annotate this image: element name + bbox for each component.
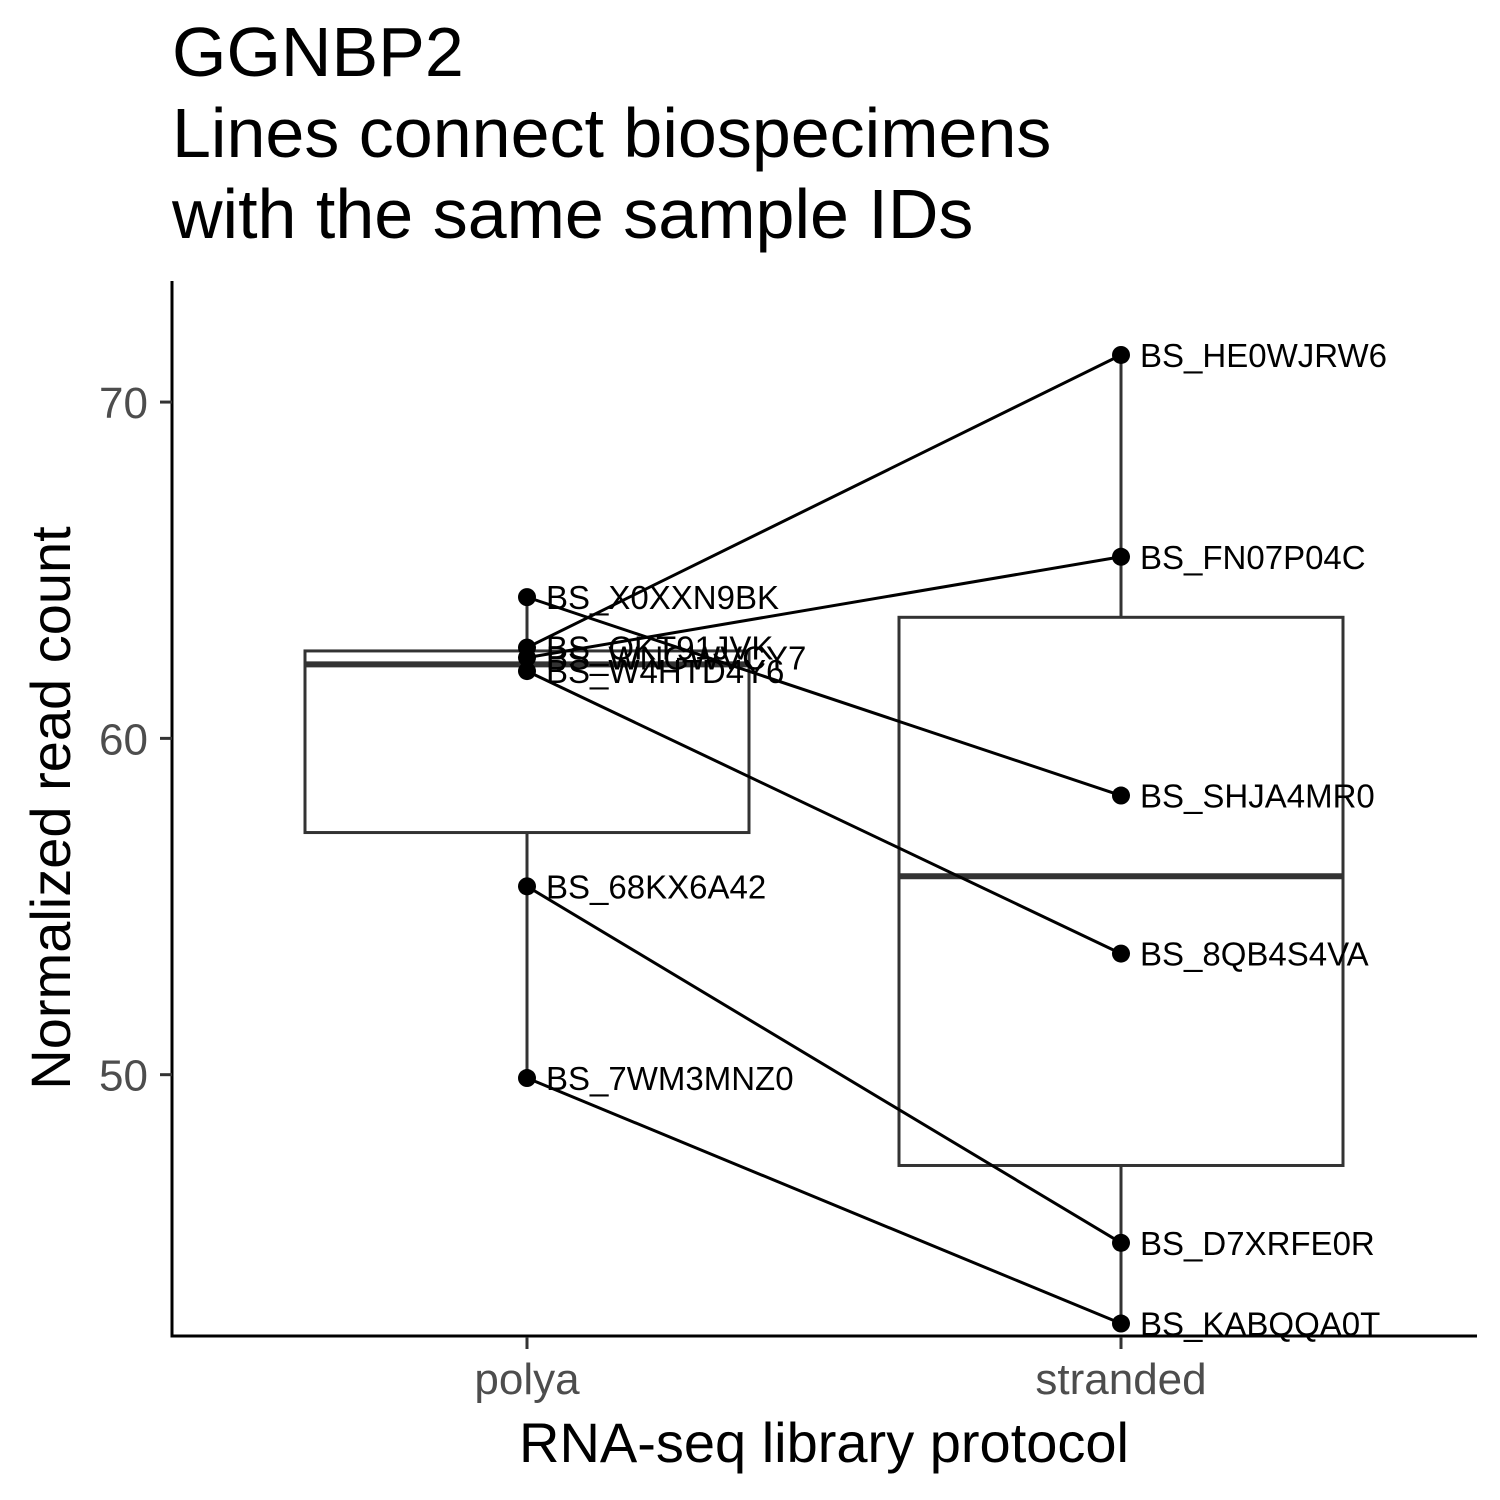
data-point (1112, 1233, 1130, 1252)
x-tick-label: polya (474, 1355, 580, 1404)
sample-link-line (526, 595, 1122, 797)
data-point (1112, 547, 1130, 566)
point-label: BS_68KX6A42 (546, 868, 766, 905)
point-label: BS_WNGWVCY7 (546, 640, 806, 677)
data-point (518, 648, 536, 667)
point-label: BS_FN07P04C (1140, 539, 1366, 576)
y-tick-label: 60 (99, 715, 148, 764)
point-label: BS_X0XXN9BK (546, 579, 779, 616)
point-label: BS_SHJA4MR0 (1140, 778, 1375, 815)
data-point (518, 877, 536, 896)
data-point (1112, 944, 1130, 963)
box (897, 615, 1345, 1167)
y-tick-label: 50 (99, 1052, 148, 1101)
sample-link-line (526, 555, 1122, 660)
data-point (518, 662, 536, 681)
chart-title-line-2: Lines connect biospecimens (172, 94, 1051, 172)
point-label: BS_8QB4S4VA (1140, 936, 1369, 973)
sample-link-line (526, 669, 1122, 955)
point-label: BS_W4HTD4Y6 (546, 653, 784, 690)
plot-area: BS_X0XXN9BK BS_QKT91JVKBS_WNGWVCY7BS_W4HT… (303, 337, 1387, 1343)
x-tick-label: stranded (1035, 1355, 1206, 1404)
sample-link-line (526, 1076, 1122, 1325)
data-point (518, 588, 536, 607)
point-label: BS_7WM3MNZ0 (546, 1060, 794, 1097)
y-axis-title: Normalized read count (19, 526, 82, 1090)
chart-title-line-3: with the same sample IDs (171, 175, 973, 253)
y-tick-label: 70 (99, 379, 148, 428)
data-point (1112, 1314, 1130, 1333)
data-point (1112, 786, 1130, 805)
x-axis-title: RNA-seq library protocol (519, 1411, 1129, 1474)
boxplot-stranded (897, 354, 1345, 1324)
data-point (1112, 345, 1130, 364)
point-label: BS_D7XRFE0R (1140, 1225, 1375, 1262)
point-label: BS_HE0WJRW6 (1140, 337, 1387, 374)
sample-link-line (526, 353, 1122, 649)
sample-link-line (526, 885, 1122, 1245)
point-label: BS_QKT91JVK (546, 630, 773, 667)
data-point (518, 1069, 536, 1088)
chart-title-line-1: GGNBP2 (172, 13, 464, 91)
